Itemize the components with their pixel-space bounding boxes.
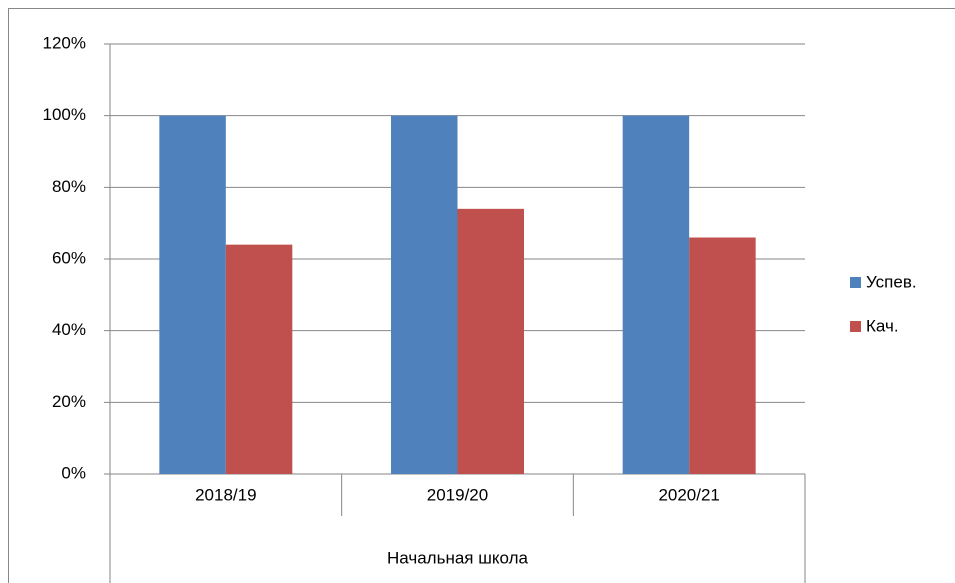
y-tick-label: 120% [43,33,86,52]
y-tick-label: 0% [61,463,86,482]
x-tick-label: 2018/19 [195,485,256,504]
bar [159,115,226,475]
x-tick-label: 2019/20 [427,485,488,504]
y-tick-label: 40% [52,320,86,339]
bar [391,115,458,475]
x-tick-label: 2020/21 [658,485,719,504]
legend-swatch [850,321,861,332]
legend-label: Кач. [866,316,899,335]
chart-frame [8,8,955,583]
y-tick-label: 80% [52,177,86,196]
y-tick-label: 100% [43,105,86,124]
legend-swatch [850,277,861,288]
bar [689,237,756,474]
y-tick-label: 60% [52,248,86,267]
y-tick-label: 20% [52,392,86,411]
legend-label: Успев. [866,272,917,291]
bar [457,208,524,475]
bar [225,244,293,474]
category-group-label: Начальная школа [387,548,528,567]
bar [622,115,690,475]
